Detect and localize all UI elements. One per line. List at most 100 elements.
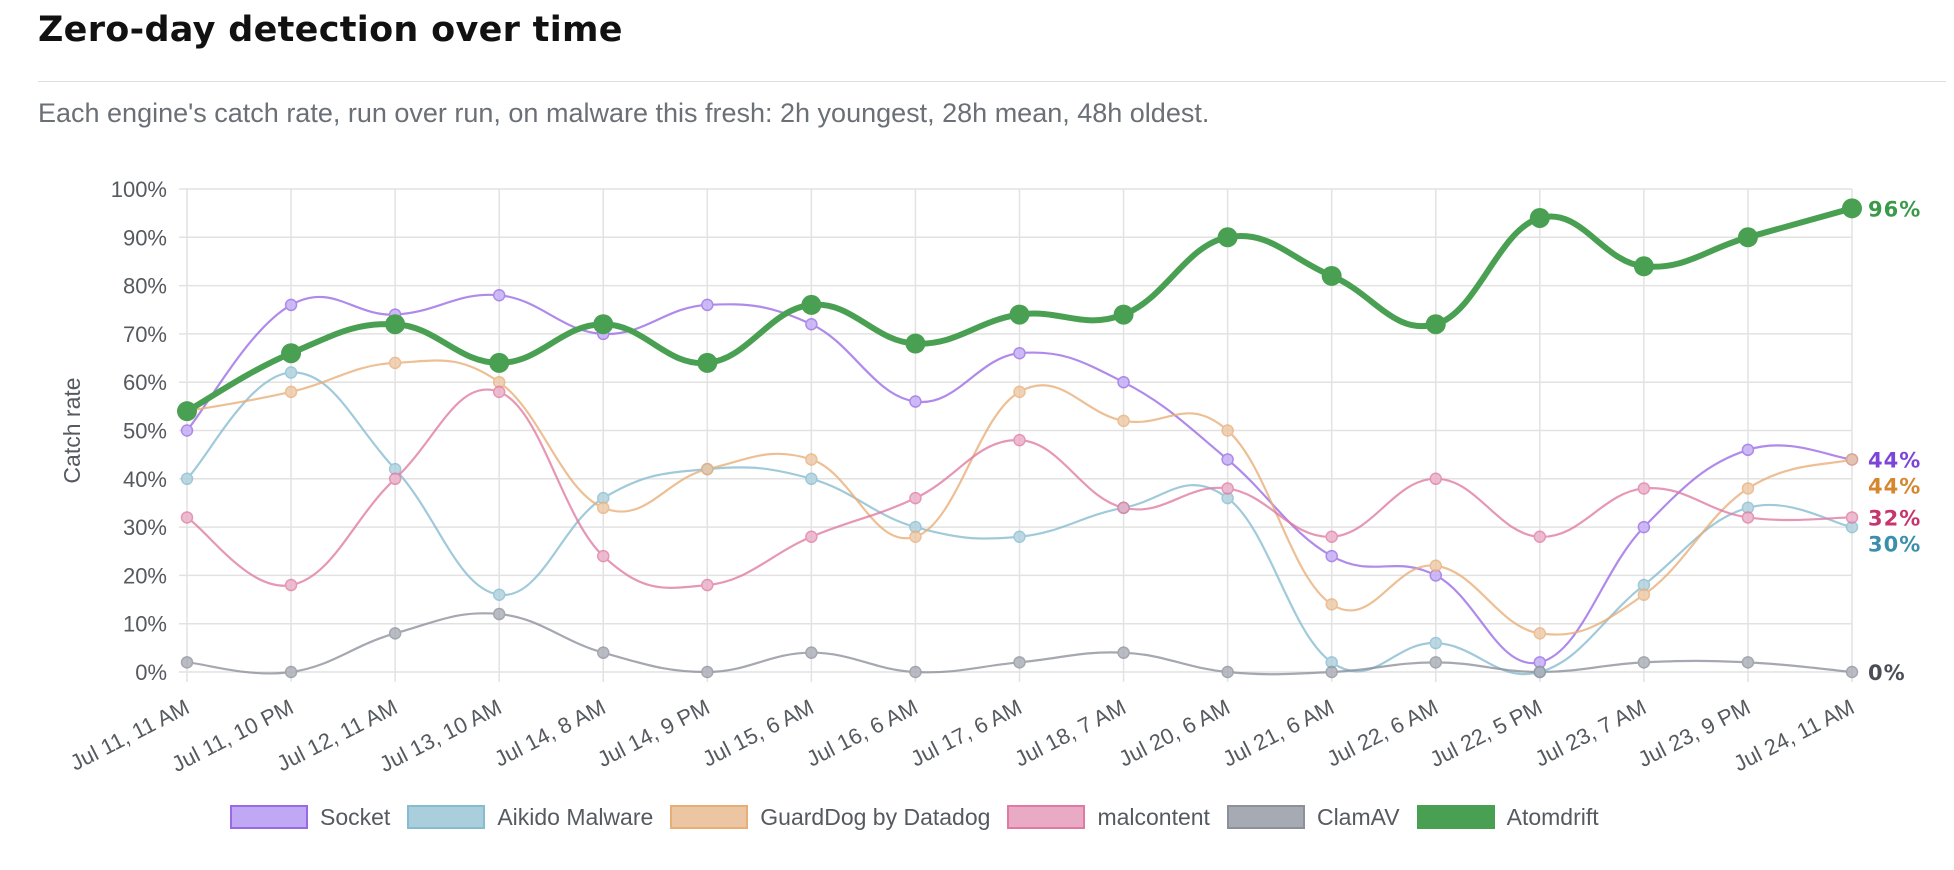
clamav-point[interactable] bbox=[1325, 665, 1338, 679]
aikido-malware-point[interactable] bbox=[180, 472, 194, 486]
clamav-point[interactable] bbox=[1221, 665, 1234, 679]
guarddog-by-datadog-point[interactable] bbox=[1741, 482, 1755, 495]
guarddog-by-datadog-point[interactable] bbox=[388, 356, 402, 370]
atomdrift-point[interactable] bbox=[1737, 227, 1758, 248]
clamav-point[interactable] bbox=[1533, 665, 1547, 679]
malcontent-point[interactable] bbox=[909, 491, 922, 505]
malcontent-point[interactable] bbox=[1221, 482, 1234, 495]
clamav-point[interactable] bbox=[1117, 646, 1130, 659]
socket-point[interactable] bbox=[1637, 520, 1651, 534]
malcontent-point[interactable] bbox=[492, 385, 506, 399]
atomdrift-point[interactable] bbox=[697, 352, 718, 373]
malcontent-point[interactable] bbox=[1741, 511, 1755, 524]
malcontent-point[interactable] bbox=[1429, 472, 1442, 486]
guarddog-by-datadog-point[interactable] bbox=[1845, 453, 1859, 466]
atomdrift-point[interactable] bbox=[1425, 314, 1446, 335]
guarddog-by-datadog-point[interactable] bbox=[1117, 414, 1130, 428]
guarddog-by-datadog-point[interactable] bbox=[284, 385, 298, 399]
clamav-point[interactable] bbox=[1845, 665, 1859, 679]
guarddog-by-datadog-point[interactable] bbox=[1221, 424, 1234, 437]
legend-item-guarddog-by-datadog[interactable]: GuardDog by Datadog bbox=[670, 804, 990, 831]
atomdrift-point[interactable] bbox=[1217, 227, 1238, 248]
atomdrift-point[interactable] bbox=[1009, 304, 1030, 325]
aikido-malware-point[interactable] bbox=[1013, 530, 1026, 544]
legend-label: Socket bbox=[320, 803, 391, 830]
atomdrift-point[interactable] bbox=[1529, 207, 1550, 228]
malcontent-point[interactable] bbox=[805, 530, 818, 544]
malcontent-point[interactable] bbox=[1013, 433, 1026, 447]
socket-point[interactable] bbox=[1325, 549, 1338, 563]
atomdrift-point[interactable] bbox=[281, 343, 302, 364]
socket-point[interactable] bbox=[1013, 346, 1026, 360]
clamav-point[interactable] bbox=[1013, 656, 1026, 669]
atomdrift-point[interactable] bbox=[1842, 198, 1862, 219]
legend-item-socket[interactable]: Socket bbox=[230, 804, 390, 831]
guarddog-by-datadog-point[interactable] bbox=[909, 530, 922, 544]
clamav-point[interactable] bbox=[492, 607, 506, 621]
atomdrift-point[interactable] bbox=[489, 352, 510, 373]
y-tick-label: 0% bbox=[135, 660, 167, 685]
socket-point[interactable] bbox=[1741, 443, 1755, 457]
atomdrift-point[interactable] bbox=[1633, 256, 1654, 277]
guarddog-by-datadog-point[interactable] bbox=[701, 462, 714, 476]
atomdrift-point[interactable] bbox=[801, 294, 822, 315]
legend-item-clamav[interactable]: ClamAV bbox=[1226, 804, 1400, 831]
guarddog-by-datadog-point[interactable] bbox=[805, 453, 818, 466]
x-tick-label: Jul 14, 8 AM bbox=[490, 694, 609, 771]
legend-item-malcontent[interactable]: malcontent bbox=[1007, 804, 1210, 831]
guarddog-by-datadog-point[interactable] bbox=[1429, 559, 1442, 572]
malcontent-point[interactable] bbox=[701, 578, 714, 592]
socket-point[interactable] bbox=[805, 317, 818, 331]
socket-point[interactable] bbox=[284, 298, 298, 312]
socket-point[interactable] bbox=[909, 395, 922, 408]
clamav-point[interactable] bbox=[1741, 656, 1755, 669]
y-tick-label: 60% bbox=[123, 370, 167, 395]
socket-point[interactable] bbox=[492, 289, 506, 302]
malcontent-point[interactable] bbox=[1533, 530, 1547, 544]
atomdrift-point[interactable] bbox=[1321, 265, 1342, 286]
atomdrift-point[interactable] bbox=[1113, 304, 1134, 325]
guarddog-by-datadog-point[interactable] bbox=[597, 501, 610, 515]
aikido-malware-point[interactable] bbox=[805, 472, 818, 486]
legend-item-aikido-malware[interactable]: Aikido Malware bbox=[407, 804, 653, 831]
x-tick-label: Jul 18, 7 AM bbox=[1011, 694, 1130, 771]
y-tick-label: 100% bbox=[111, 177, 167, 202]
y-tick-label: 10% bbox=[123, 612, 167, 637]
clamav-point[interactable] bbox=[909, 665, 922, 679]
malcontent-point[interactable] bbox=[1325, 530, 1338, 544]
aikido-malware-point[interactable] bbox=[492, 588, 506, 601]
guarddog-by-datadog-point[interactable] bbox=[1533, 627, 1547, 640]
clamav-point[interactable] bbox=[597, 646, 610, 659]
clamav-point[interactable] bbox=[180, 656, 194, 669]
aikido-malware-point[interactable] bbox=[284, 366, 298, 379]
clamav-point[interactable] bbox=[701, 665, 714, 679]
malcontent-point[interactable] bbox=[1845, 511, 1859, 524]
malcontent-point[interactable] bbox=[388, 472, 402, 486]
legend-label: Aikido Malware bbox=[497, 803, 654, 830]
malcontent-point[interactable] bbox=[1637, 482, 1651, 495]
malcontent-point[interactable] bbox=[180, 511, 194, 524]
socket-point[interactable] bbox=[1117, 375, 1130, 389]
atomdrift-point[interactable] bbox=[177, 401, 197, 422]
clamav-point[interactable] bbox=[1637, 656, 1651, 669]
legend-item-atomdrift[interactable]: Atomdrift bbox=[1416, 804, 1599, 831]
atomdrift-point[interactable] bbox=[385, 314, 406, 335]
socket-point[interactable] bbox=[701, 298, 714, 312]
malcontent-point[interactable] bbox=[284, 578, 298, 592]
aikido-malware-point[interactable] bbox=[1429, 636, 1442, 650]
clamav-point[interactable] bbox=[284, 665, 298, 679]
end-value-label: 0% bbox=[1868, 661, 1906, 685]
malcontent-point[interactable] bbox=[597, 549, 610, 563]
atomdrift-point[interactable] bbox=[593, 314, 614, 335]
guarddog-by-datadog-point[interactable] bbox=[1013, 385, 1026, 399]
clamav-point[interactable] bbox=[388, 627, 402, 640]
clamav-point[interactable] bbox=[1429, 656, 1442, 669]
socket-point[interactable] bbox=[180, 424, 194, 437]
atomdrift-point[interactable] bbox=[905, 333, 926, 354]
legend-label: malcontent bbox=[1097, 803, 1210, 830]
guarddog-by-datadog-point[interactable] bbox=[1637, 588, 1651, 601]
clamav-point[interactable] bbox=[805, 646, 818, 659]
socket-point[interactable] bbox=[1221, 453, 1234, 466]
guarddog-by-datadog-point[interactable] bbox=[1325, 598, 1338, 611]
malcontent-point[interactable] bbox=[1117, 501, 1130, 515]
